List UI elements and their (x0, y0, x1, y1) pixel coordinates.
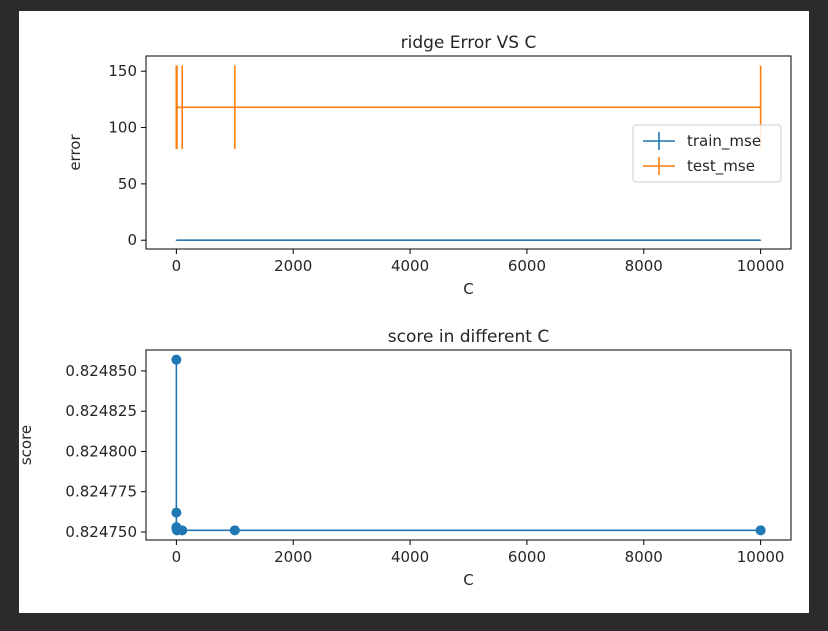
legend-box (632, 124, 782, 183)
data-point (171, 354, 182, 365)
data-point (755, 525, 766, 536)
y-tick-label: 0.824825 (65, 402, 137, 420)
x-axis-label: C (463, 571, 473, 589)
y-tick-label: 150 (108, 62, 137, 80)
data-point (177, 525, 188, 536)
x-tick-label: 2000 (274, 548, 312, 566)
x-tick-label: 10000 (737, 548, 785, 566)
x-tick-label: 0 (172, 548, 182, 566)
axes-frame (145, 55, 792, 250)
x-tick-label: 0 (172, 257, 182, 275)
figure: 0 2000 4000 6000 8000 10000 0 50 100 150 ridge Err… (17, 11, 809, 613)
y-tick-label: 0.824800 (65, 442, 137, 460)
data-point (229, 525, 240, 536)
y-tick-label: 50 (118, 175, 137, 193)
x-tick-label: 10000 (737, 257, 785, 275)
series-test_mse (175, 65, 762, 149)
x-tick-label: 4000 (391, 548, 429, 566)
x-tick-label: 6000 (508, 257, 546, 275)
axes-frame (145, 349, 792, 541)
x-tick-label: 2000 (274, 257, 312, 275)
chart-panel-2: 0 2000 4000 6000 8000 10000 0.824750 0.824775 0.… (17, 327, 792, 589)
data-point (171, 507, 182, 518)
x-tick-label: 8000 (625, 548, 663, 566)
x-tick-label: 4000 (391, 257, 429, 275)
y-tick-label: 100 (108, 119, 137, 137)
chart-title: ridge Error VS C (401, 33, 537, 53)
series-series-1 (171, 354, 766, 536)
chart-title: score in different C (388, 327, 549, 347)
chart-panel-1: 0 2000 4000 6000 8000 10000 0 50 100 150 ridge Err… (66, 33, 792, 298)
legend-label-train_mse: train_mse (687, 132, 761, 151)
y-tick-label: 0.824750 (65, 523, 137, 541)
y-axis-label: score (19, 425, 35, 465)
y-tick-label: 0 (127, 231, 137, 249)
legend: train_mse test_mse (632, 124, 782, 183)
x-tick-label: 8000 (625, 257, 663, 275)
x-axis-label: C (463, 280, 473, 298)
series-line (175, 359, 761, 532)
y-axis-label: error (66, 134, 84, 171)
figure-canvas: 0 2000 4000 6000 8000 10000 0 50 100 150 ridge Err… (17, 33, 792, 589)
legend-label-test_mse: test_mse (687, 157, 755, 176)
y-tick-label: 0.824775 (65, 483, 137, 501)
x-tick-label: 6000 (508, 548, 546, 566)
y-tick-label: 0.824850 (65, 362, 137, 380)
